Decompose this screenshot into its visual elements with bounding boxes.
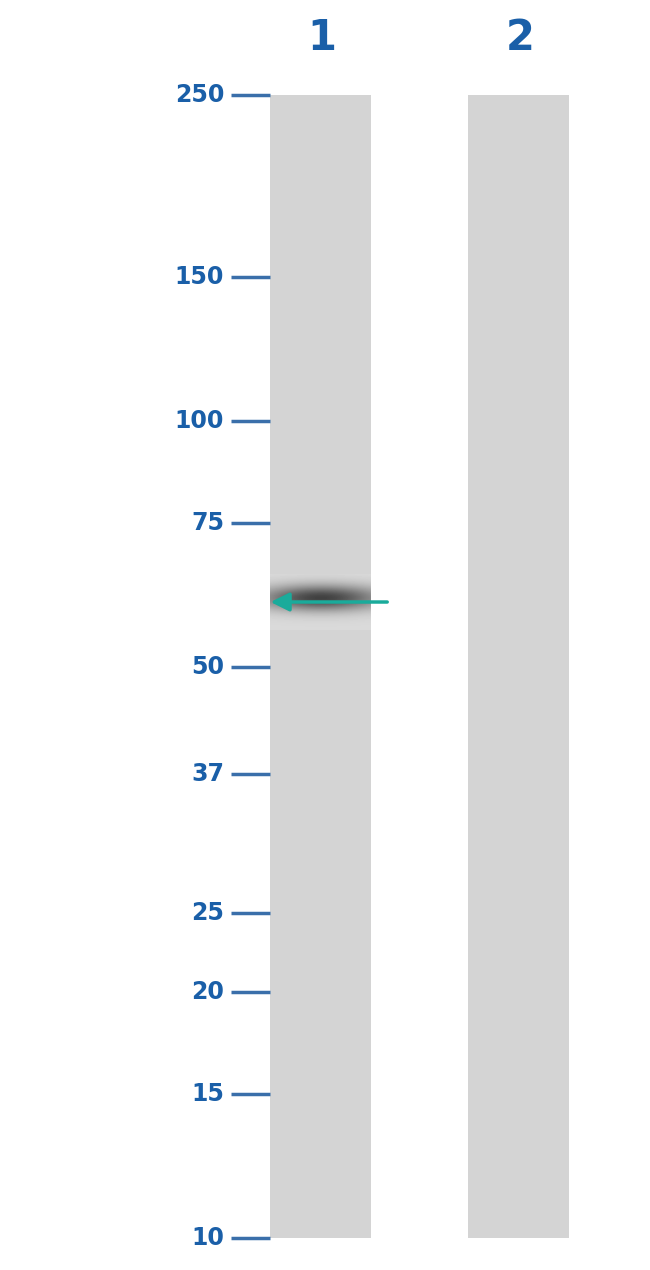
Text: 25: 25: [191, 900, 224, 925]
Text: 50: 50: [191, 655, 224, 678]
Text: 15: 15: [191, 1082, 224, 1106]
Text: 100: 100: [175, 409, 224, 433]
Text: 37: 37: [191, 762, 224, 786]
Text: 2: 2: [506, 17, 534, 60]
Text: 1: 1: [307, 17, 336, 60]
Text: 250: 250: [175, 84, 224, 107]
Text: 20: 20: [191, 980, 224, 1005]
Text: 150: 150: [175, 264, 224, 288]
Text: 75: 75: [191, 511, 224, 535]
Text: 10: 10: [191, 1227, 224, 1250]
Bar: [270, 95, 370, 1238]
Bar: [468, 95, 569, 1238]
